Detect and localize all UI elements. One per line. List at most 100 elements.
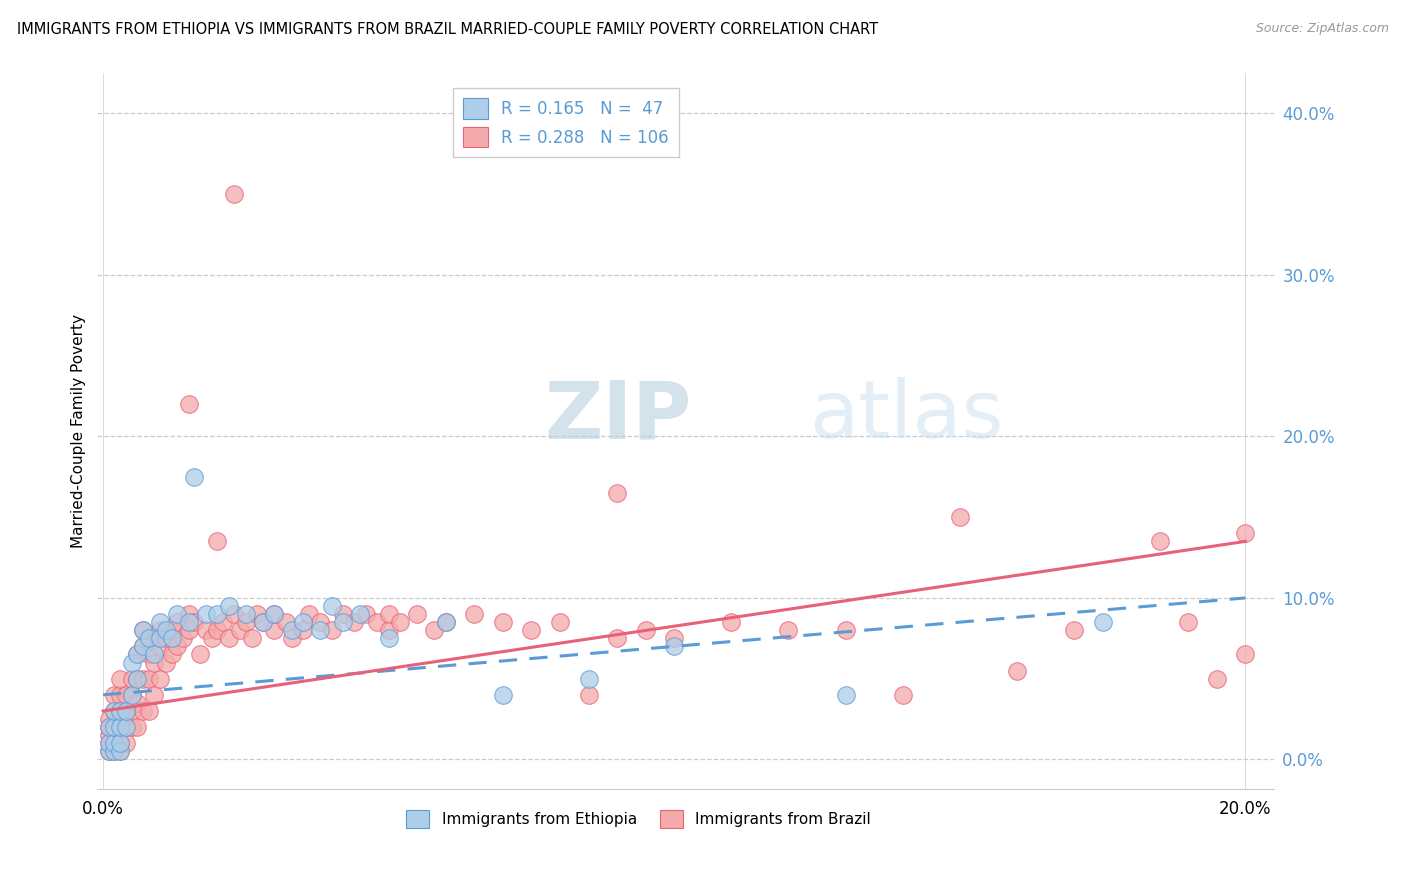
Point xyxy=(423,624,446,638)
Point xyxy=(891,688,914,702)
Point xyxy=(1205,672,1227,686)
Point xyxy=(235,607,257,621)
Text: atlas: atlas xyxy=(810,377,1004,456)
Point xyxy=(606,632,628,646)
Point xyxy=(252,615,274,629)
Point xyxy=(155,656,177,670)
Point xyxy=(115,720,138,734)
Point xyxy=(492,688,515,702)
Point xyxy=(97,744,120,758)
Point xyxy=(155,624,177,638)
Point xyxy=(149,672,172,686)
Point xyxy=(132,640,155,654)
Point xyxy=(121,688,143,702)
Point xyxy=(434,615,457,629)
Point xyxy=(321,599,343,613)
Point xyxy=(115,736,138,750)
Point xyxy=(183,470,205,484)
Point xyxy=(177,615,200,629)
Point xyxy=(377,632,399,646)
Point xyxy=(149,615,172,629)
Point xyxy=(664,632,686,646)
Text: Source: ZipAtlas.com: Source: ZipAtlas.com xyxy=(1256,22,1389,36)
Point xyxy=(520,624,543,638)
Point xyxy=(103,736,125,750)
Point xyxy=(121,656,143,670)
Point xyxy=(280,632,302,646)
Point xyxy=(366,615,388,629)
Point xyxy=(103,688,125,702)
Point xyxy=(207,624,229,638)
Point xyxy=(108,688,131,702)
Point xyxy=(291,624,314,638)
Point xyxy=(138,672,160,686)
Point xyxy=(634,624,657,638)
Point xyxy=(406,607,429,621)
Point xyxy=(121,672,143,686)
Point xyxy=(103,744,125,758)
Point xyxy=(132,704,155,718)
Point xyxy=(1177,615,1199,629)
Point xyxy=(224,187,246,202)
Point xyxy=(578,672,600,686)
Point xyxy=(138,632,160,646)
Point xyxy=(1063,624,1085,638)
Point xyxy=(349,607,371,621)
Point xyxy=(115,688,138,702)
Point xyxy=(103,736,125,750)
Point xyxy=(143,688,166,702)
Point xyxy=(97,744,120,758)
Point xyxy=(298,607,321,621)
Point xyxy=(246,607,269,621)
Point xyxy=(108,704,131,718)
Point xyxy=(332,615,354,629)
Point xyxy=(389,615,412,629)
Point xyxy=(160,632,183,646)
Point xyxy=(492,615,515,629)
Point xyxy=(127,720,149,734)
Point xyxy=(229,624,252,638)
Point xyxy=(1005,664,1028,678)
Point xyxy=(108,736,131,750)
Point xyxy=(664,640,686,654)
Point xyxy=(97,712,120,726)
Point xyxy=(343,615,366,629)
Legend: Immigrants from Ethiopia, Immigrants from Brazil: Immigrants from Ethiopia, Immigrants fro… xyxy=(401,804,877,835)
Point xyxy=(103,720,125,734)
Point xyxy=(103,744,125,758)
Point xyxy=(127,672,149,686)
Point xyxy=(194,624,217,638)
Point xyxy=(127,672,149,686)
Point xyxy=(166,607,188,621)
Point xyxy=(309,624,332,638)
Point xyxy=(132,640,155,654)
Point xyxy=(121,688,143,702)
Point xyxy=(127,648,149,662)
Point xyxy=(252,615,274,629)
Point xyxy=(108,720,131,734)
Point xyxy=(127,648,149,662)
Point xyxy=(188,648,211,662)
Point xyxy=(1149,534,1171,549)
Point xyxy=(949,510,972,524)
Point xyxy=(177,607,200,621)
Point xyxy=(1234,526,1257,541)
Point xyxy=(103,704,125,718)
Point xyxy=(354,607,377,621)
Point xyxy=(200,632,222,646)
Point xyxy=(834,688,856,702)
Point xyxy=(138,648,160,662)
Point xyxy=(97,720,120,734)
Point xyxy=(720,615,742,629)
Point xyxy=(160,624,183,638)
Point xyxy=(280,624,302,638)
Point xyxy=(138,632,160,646)
Point xyxy=(166,640,188,654)
Point xyxy=(207,534,229,549)
Point xyxy=(103,720,125,734)
Point xyxy=(235,615,257,629)
Point xyxy=(97,728,120,742)
Point xyxy=(177,397,200,411)
Point xyxy=(155,632,177,646)
Point xyxy=(103,704,125,718)
